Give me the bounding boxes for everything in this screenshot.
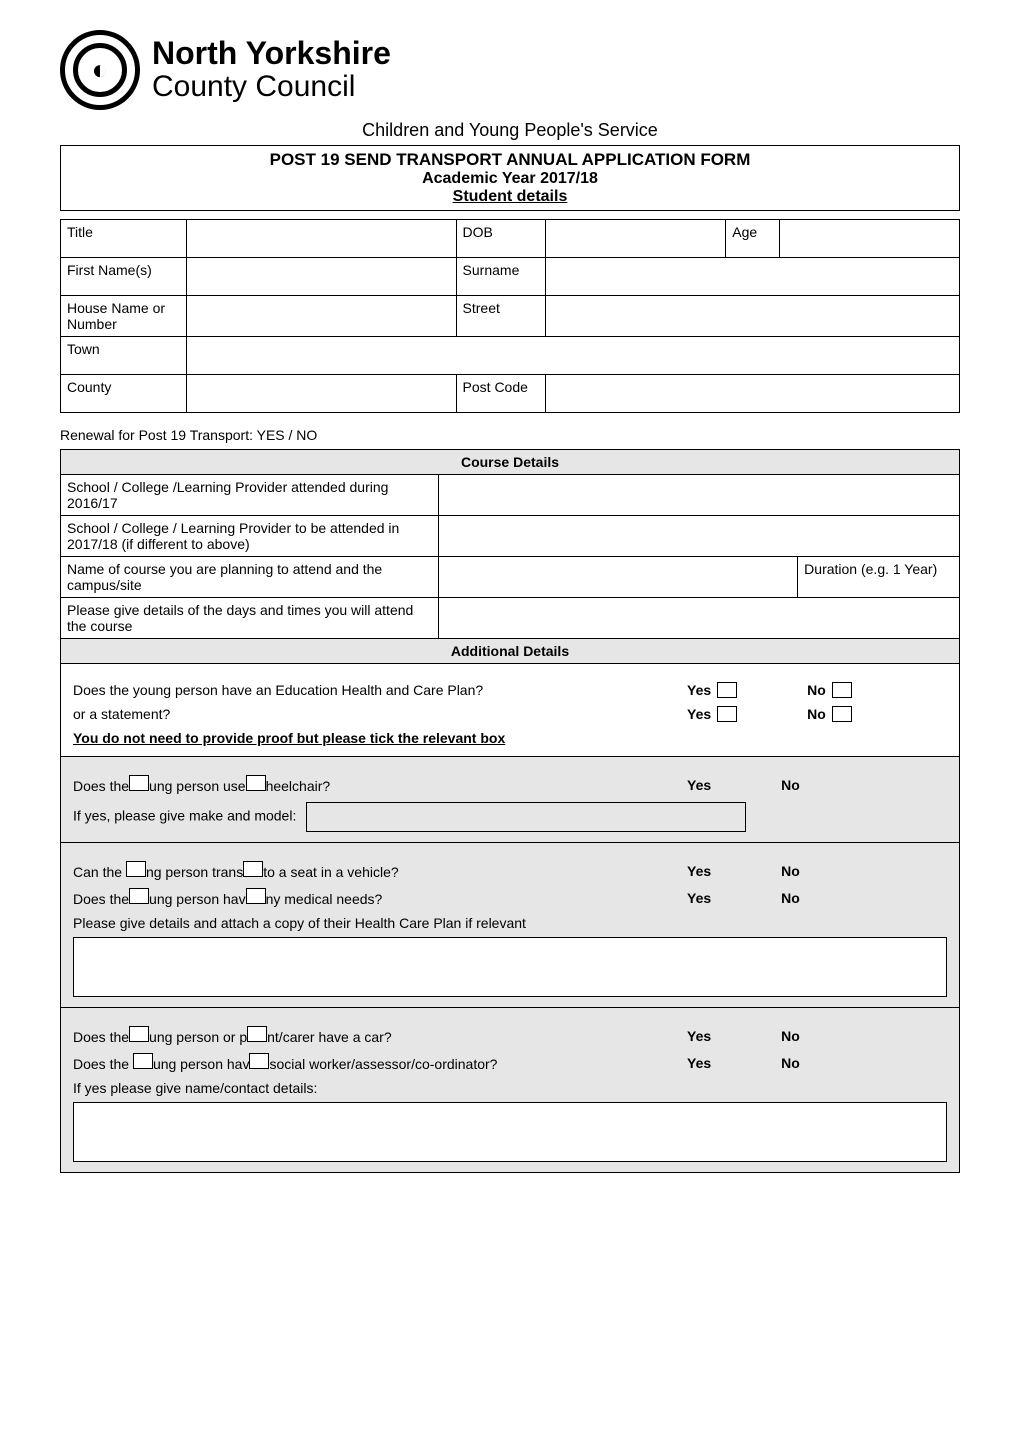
- checkbox-icon[interactable]: [717, 682, 737, 698]
- input-age[interactable]: [780, 220, 960, 258]
- checkbox-icon[interactable]: [832, 706, 852, 722]
- label-dob: DOB: [456, 220, 546, 258]
- checkbox-icon[interactable]: [243, 861, 263, 877]
- input-county[interactable]: [186, 375, 456, 413]
- checkbox-icon[interactable]: [717, 706, 737, 722]
- q-wheelchair-detail: If yes, please give make and model:: [73, 808, 296, 824]
- q-wheelchair: Does theung person useheelchair?: [73, 775, 687, 794]
- student-details-table: Title DOB Age First Name(s) Surname Hous…: [60, 219, 960, 413]
- checkbox-icon[interactable]: [249, 1053, 269, 1069]
- checkbox-icon[interactable]: [133, 1053, 153, 1069]
- label-house: House Name or Number: [61, 296, 187, 337]
- input-tobe[interactable]: [438, 516, 959, 557]
- course-details-table: Course Details School / College /Learnin…: [60, 449, 960, 639]
- label-age: Age: [726, 220, 780, 258]
- input-town[interactable]: [186, 337, 959, 375]
- additional-header: Additional Details: [61, 639, 959, 664]
- ehcp-no[interactable]: No: [807, 682, 852, 698]
- q-medical: Does theung person havny medical needs?: [73, 888, 687, 907]
- logo-mark-icon: ◐: [60, 30, 140, 110]
- input-postcode[interactable]: [546, 375, 960, 413]
- checkbox-icon[interactable]: [129, 775, 149, 791]
- label-town: Town: [61, 337, 187, 375]
- input-house[interactable]: [186, 296, 456, 337]
- q-car: Does theung person or pnt/carer have a c…: [73, 1026, 687, 1045]
- additional-details-section: Additional Details Does the young person…: [60, 639, 960, 1173]
- wheelchair-no[interactable]: No: [781, 777, 800, 793]
- statement-yes[interactable]: Yes: [687, 706, 737, 722]
- checkbox-icon[interactable]: [129, 888, 149, 904]
- social-no[interactable]: No: [781, 1055, 800, 1071]
- wheelchair-block: Does theung person useheelchair? Yes No …: [61, 757, 959, 843]
- medical-yes[interactable]: Yes: [687, 890, 711, 906]
- label-duration: Duration (e.g. 1 Year): [798, 557, 960, 598]
- label-postcode: Post Code: [456, 375, 546, 413]
- form-title-line2: Academic Year 2017/18: [67, 170, 953, 188]
- form-title-box: POST 19 SEND TRANSPORT ANNUAL APPLICATIO…: [60, 145, 960, 211]
- proof-note: You do not need to provide proof but ple…: [73, 730, 947, 746]
- input-medical-details[interactable]: [73, 937, 947, 997]
- input-title[interactable]: [186, 220, 456, 258]
- checkbox-icon[interactable]: [126, 861, 146, 877]
- q-medical-note: Please give details and attach a copy of…: [73, 915, 947, 931]
- label-county: County: [61, 375, 187, 413]
- checkbox-icon[interactable]: [832, 682, 852, 698]
- wheelchair-yes[interactable]: Yes: [687, 777, 711, 793]
- checkbox-icon[interactable]: [246, 888, 266, 904]
- label-tobe: School / College / Learning Provider to …: [61, 516, 439, 557]
- input-street[interactable]: [546, 296, 960, 337]
- input-surname[interactable]: [546, 258, 960, 296]
- q-transfer: Can the ng person transto a seat in a ve…: [73, 861, 687, 880]
- checkbox-icon[interactable]: [246, 775, 266, 791]
- renewal-line: Renewal for Post 19 Transport: YES / NO: [60, 427, 960, 443]
- ehcp-yes[interactable]: Yes: [687, 682, 737, 698]
- social-yes[interactable]: Yes: [687, 1055, 711, 1071]
- input-attended[interactable]: [438, 475, 959, 516]
- form-title-line3: Student details: [67, 188, 953, 206]
- label-surname: Surname: [456, 258, 546, 296]
- input-coursename[interactable]: [438, 557, 798, 598]
- q-social: Does the ung person havsocial worker/ass…: [73, 1053, 687, 1072]
- org-name-line1: North Yorkshire: [152, 37, 391, 71]
- checkbox-icon[interactable]: [129, 1026, 149, 1042]
- medical-no[interactable]: No: [781, 890, 800, 906]
- car-social-block: Does theung person or pnt/carer have a c…: [61, 1008, 959, 1172]
- car-no[interactable]: No: [781, 1028, 800, 1044]
- input-days[interactable]: [438, 598, 959, 639]
- label-firstname: First Name(s): [61, 258, 187, 296]
- input-firstname[interactable]: [186, 258, 456, 296]
- label-street: Street: [456, 296, 546, 337]
- ehcp-block: Does the young person have an Education …: [61, 664, 959, 757]
- label-title: Title: [61, 220, 187, 258]
- transfer-medical-block: Can the ng person transto a seat in a ve…: [61, 843, 959, 1008]
- transfer-no[interactable]: No: [781, 863, 800, 879]
- org-logo-block: ◐ North Yorkshire County Council: [60, 30, 960, 110]
- transfer-yes[interactable]: Yes: [687, 863, 711, 879]
- label-days: Please give details of the days and time…: [61, 598, 439, 639]
- input-social-contact[interactable]: [73, 1102, 947, 1162]
- form-title-line1: POST 19 SEND TRANSPORT ANNUAL APPLICATIO…: [67, 150, 953, 170]
- course-header: Course Details: [61, 450, 960, 475]
- org-name-line2: County Council: [152, 71, 391, 103]
- label-attended: School / College /Learning Provider atte…: [61, 475, 439, 516]
- checkbox-icon[interactable]: [247, 1026, 267, 1042]
- q-ehcp: Does the young person have an Education …: [73, 682, 687, 698]
- input-wheelchair-model[interactable]: [306, 802, 746, 832]
- car-yes[interactable]: Yes: [687, 1028, 711, 1044]
- label-coursename: Name of course you are planning to atten…: [61, 557, 439, 598]
- q-statement: or a statement?: [73, 706, 687, 722]
- service-name: Children and Young People's Service: [60, 120, 960, 141]
- q-social-detail: If yes please give name/contact details:: [73, 1080, 947, 1096]
- input-dob[interactable]: [546, 220, 726, 258]
- org-name: North Yorkshire County Council: [152, 37, 391, 102]
- statement-no[interactable]: No: [807, 706, 852, 722]
